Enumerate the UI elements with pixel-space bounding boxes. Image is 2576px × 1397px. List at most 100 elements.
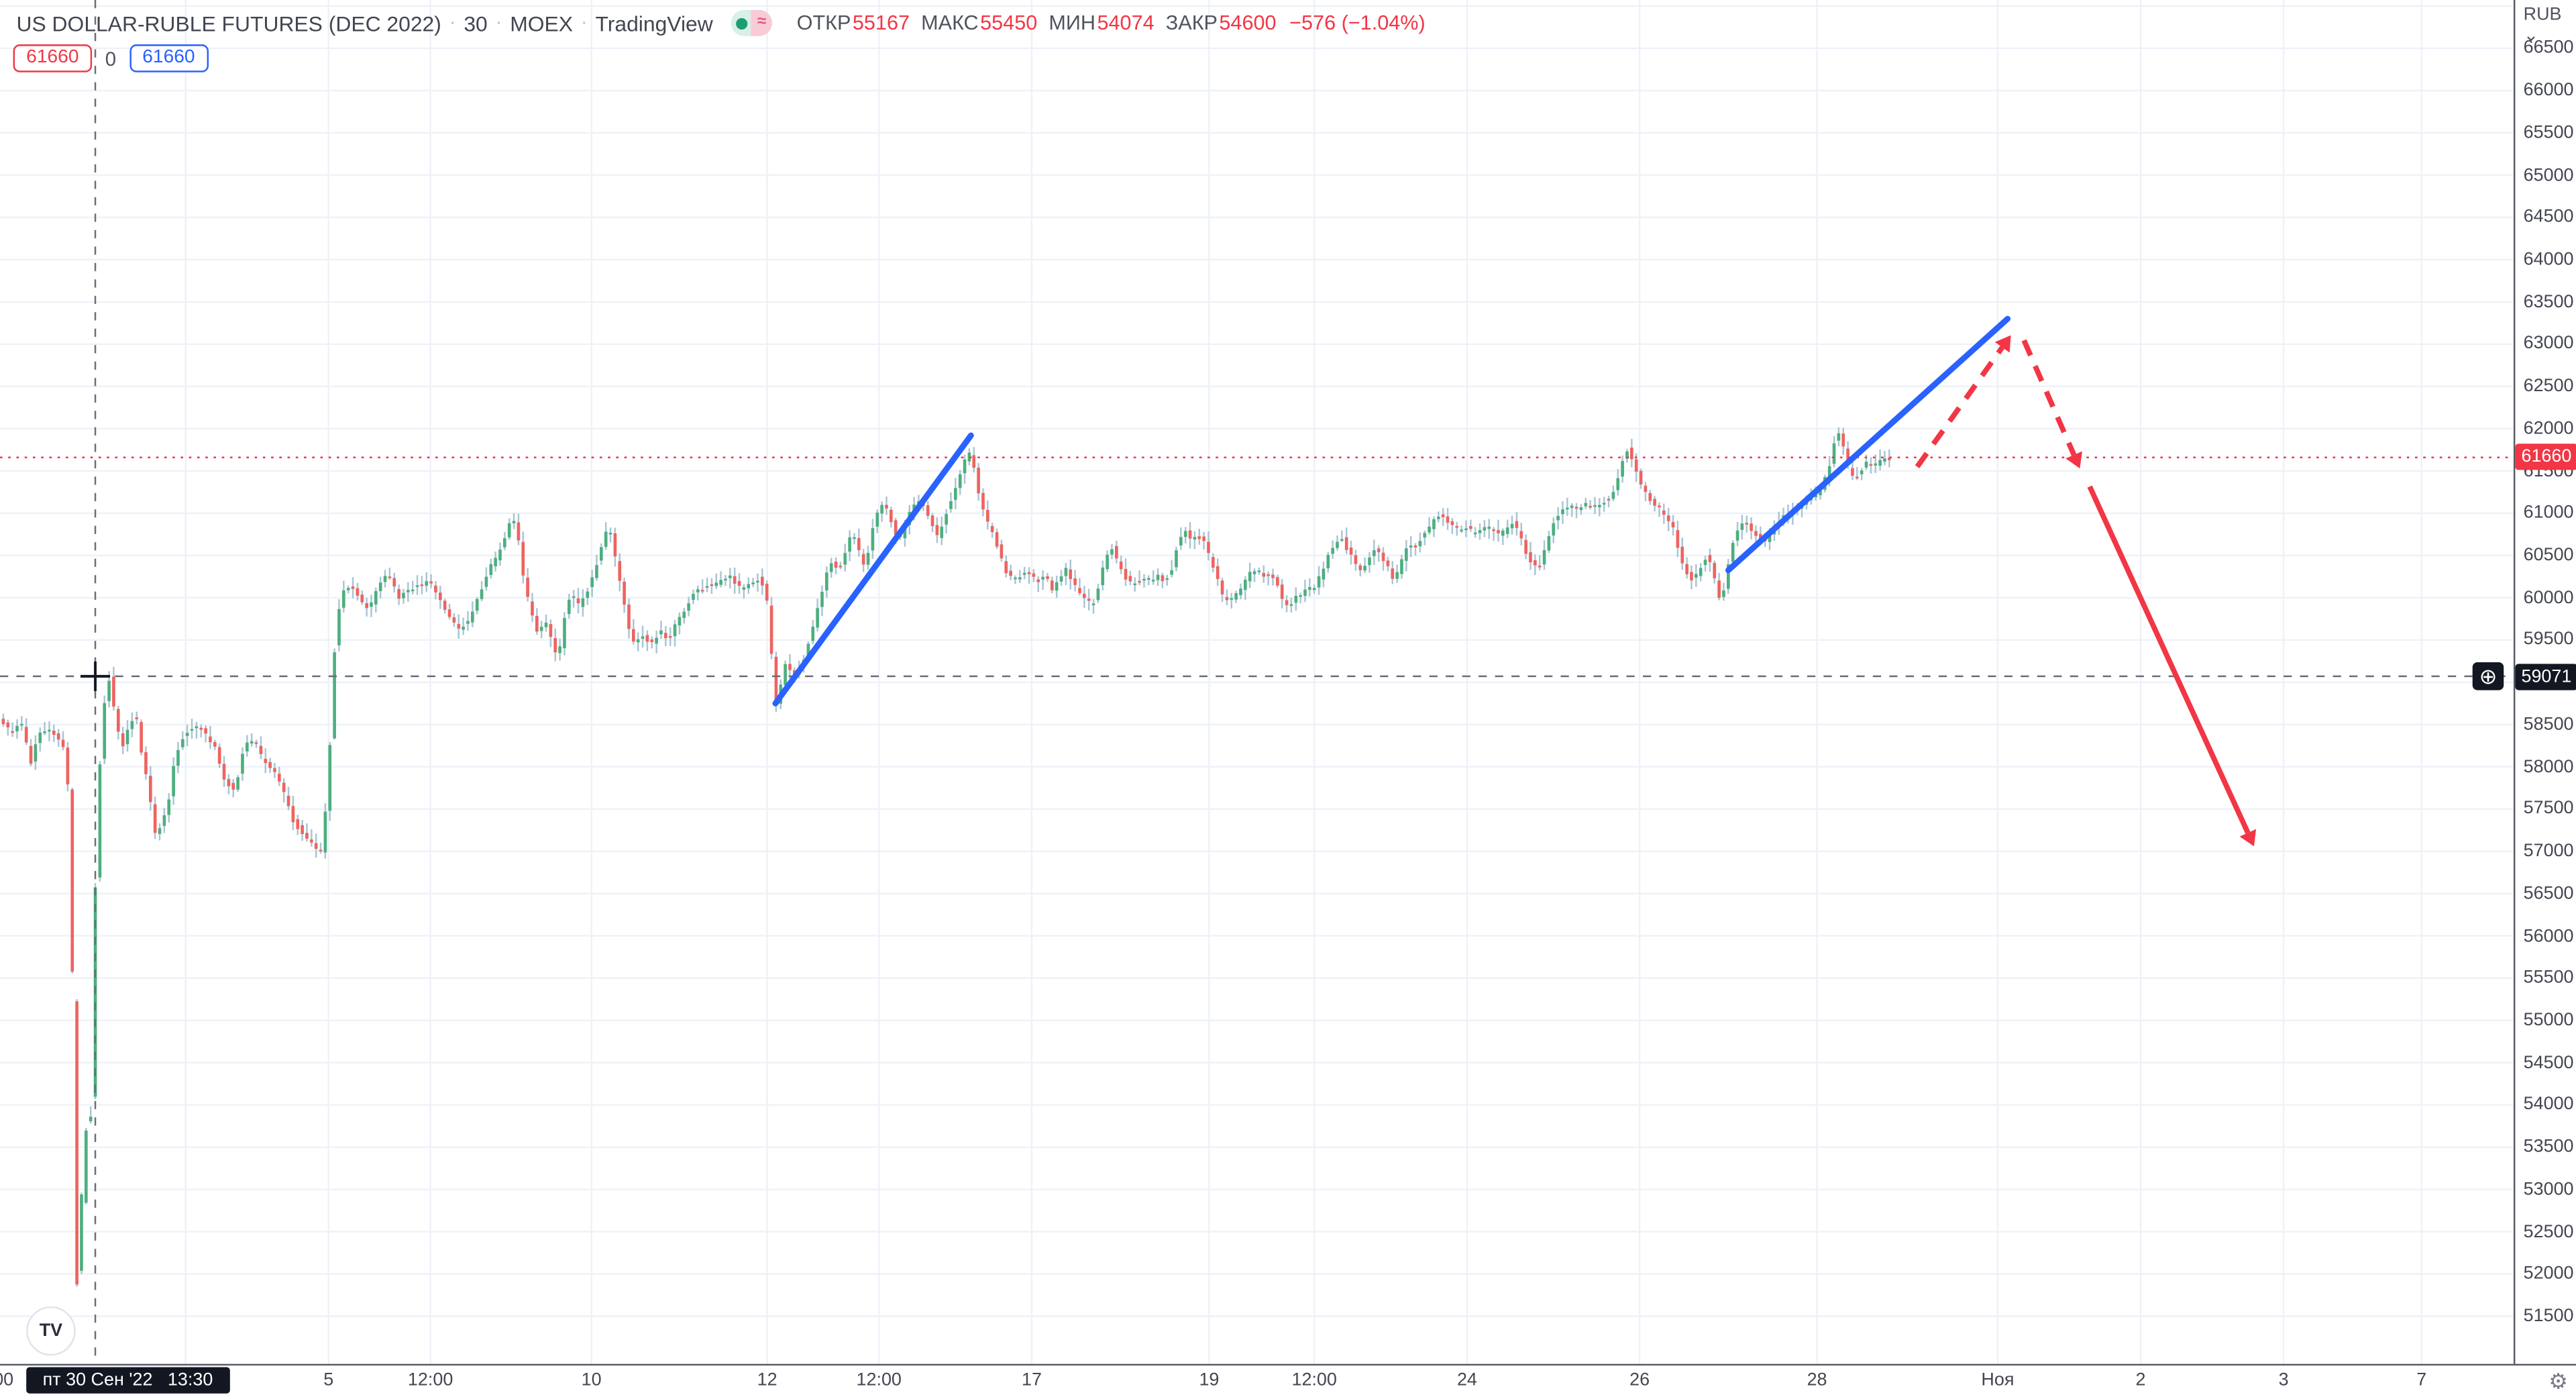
price-axis[interactable]: RUB ⌄ 66500 66000 65500 65000 64500 64000 6350… [2513, 0, 2576, 1364]
candle-up [125, 729, 129, 745]
market-status-toggle[interactable]: ≈ [731, 9, 772, 36]
candle-up [98, 764, 102, 878]
price-tick-label: 54500 [2523, 1052, 2574, 1073]
candle-up [374, 590, 378, 605]
candle-down [56, 733, 60, 740]
candle-down [995, 532, 999, 547]
grid-lines [0, 0, 2516, 1364]
candle-up [172, 766, 175, 796]
candle-up [843, 553, 847, 565]
candle-up [1064, 568, 1068, 576]
candle-down [1073, 578, 1077, 585]
candle-down [1391, 568, 1395, 579]
candle-down [1344, 537, 1348, 550]
candle-down [935, 525, 939, 535]
dashed-arrow[interactable] [2021, 339, 2082, 469]
candle-down [429, 581, 433, 584]
candlestick-chart[interactable] [0, 0, 2516, 1364]
candle-down [1846, 448, 1849, 464]
candle-up [1616, 478, 1620, 490]
trendline[interactable] [772, 432, 974, 707]
candle-down [1856, 476, 1859, 478]
candle-up [1487, 526, 1491, 529]
brand-label[interactable]: TradingView [595, 10, 713, 36]
tradingview-logo[interactable]: TV [26, 1306, 76, 1356]
candle-up [1566, 507, 1569, 510]
market-open-indicator [731, 9, 752, 36]
candle-down [618, 561, 622, 581]
candle-down [1220, 580, 1224, 594]
candle-up [608, 533, 612, 535]
candle-up [34, 744, 38, 762]
currency-selector[interactable]: RUB ⌄ [2523, 5, 2562, 46]
candle-down [121, 733, 125, 747]
exchange-label[interactable]: MOEX [510, 10, 574, 36]
interval-label[interactable]: 30 [464, 10, 488, 36]
badge-counter: 0 [105, 46, 117, 70]
trendline[interactable] [1725, 315, 2011, 574]
candle-up [158, 828, 162, 834]
crosshair-price-badge: 59071 [2515, 663, 2576, 690]
time-tick-label: Ноя [1981, 1370, 2015, 1390]
candle-down [977, 468, 980, 494]
candle-up [880, 505, 883, 514]
candle-up [489, 564, 493, 575]
candle-up [1883, 458, 1886, 462]
candle-up [1722, 590, 1725, 597]
candle-up [1584, 503, 1588, 507]
candle-up [825, 572, 828, 590]
candle-up [38, 732, 42, 743]
candle-up [1768, 535, 1772, 542]
candle-down [1161, 575, 1165, 582]
candle-down [360, 594, 364, 603]
price-tick-label: 63500 [2523, 292, 2574, 312]
candle-up [1041, 576, 1044, 580]
candle-down [1377, 548, 1381, 552]
candle-up [370, 602, 373, 607]
candle-up [673, 624, 677, 637]
dashed-arrow[interactable] [1915, 335, 2011, 468]
candle-up [963, 459, 967, 474]
candle-down [549, 624, 553, 637]
blue-price-badge[interactable]: 61660 [129, 44, 209, 72]
candle-up [407, 590, 410, 592]
chart-plot-area[interactable] [0, 0, 2516, 1364]
symbol-title[interactable]: US DOLLAR-RUBLE FUTURES (DEC 2022) [16, 10, 441, 36]
red-price-badge[interactable]: 61660 [13, 44, 93, 72]
candle-down [1078, 588, 1081, 593]
gear-icon[interactable]: ⚙ [2548, 1369, 2568, 1394]
candle-down [1051, 580, 1054, 590]
time-tick-label: 26 [1629, 1370, 1650, 1390]
candle-up [1827, 466, 1831, 477]
candle-down [645, 635, 649, 642]
add-alert-plus-icon[interactable]: ⊕ [2472, 662, 2504, 690]
candle-up [1695, 574, 1698, 578]
candle-down [1267, 574, 1270, 576]
candle-down [1386, 560, 1390, 566]
candle-up [940, 526, 944, 538]
candle-up [687, 603, 690, 611]
candle-down [1690, 572, 1693, 580]
candle-down [1285, 600, 1289, 605]
candle-down [227, 778, 231, 786]
candle-down [29, 745, 33, 764]
solid-arrow[interactable] [2087, 485, 2257, 847]
time-axis[interactable]: 00 пт 30 Сен '22 13:30 ⚙ 5 12:00 10 12 12:00… [0, 1363, 2576, 1397]
candle-up [1542, 550, 1546, 565]
dashed-arrow-head [1994, 335, 2011, 353]
candle-up [820, 591, 824, 607]
candle-down [1754, 531, 1758, 536]
candle-down [986, 509, 989, 522]
candle-up [462, 626, 465, 630]
candle-down [972, 455, 976, 468]
candle-down [144, 752, 148, 774]
candle-down [1000, 544, 1004, 559]
candle-down [301, 825, 304, 835]
candle-up [337, 609, 341, 645]
candle-down [839, 566, 843, 568]
candle-down [650, 639, 654, 642]
time-tick-label: 24 [1456, 1370, 1477, 1390]
candle-down [1685, 564, 1688, 574]
candle-down [1745, 523, 1749, 525]
